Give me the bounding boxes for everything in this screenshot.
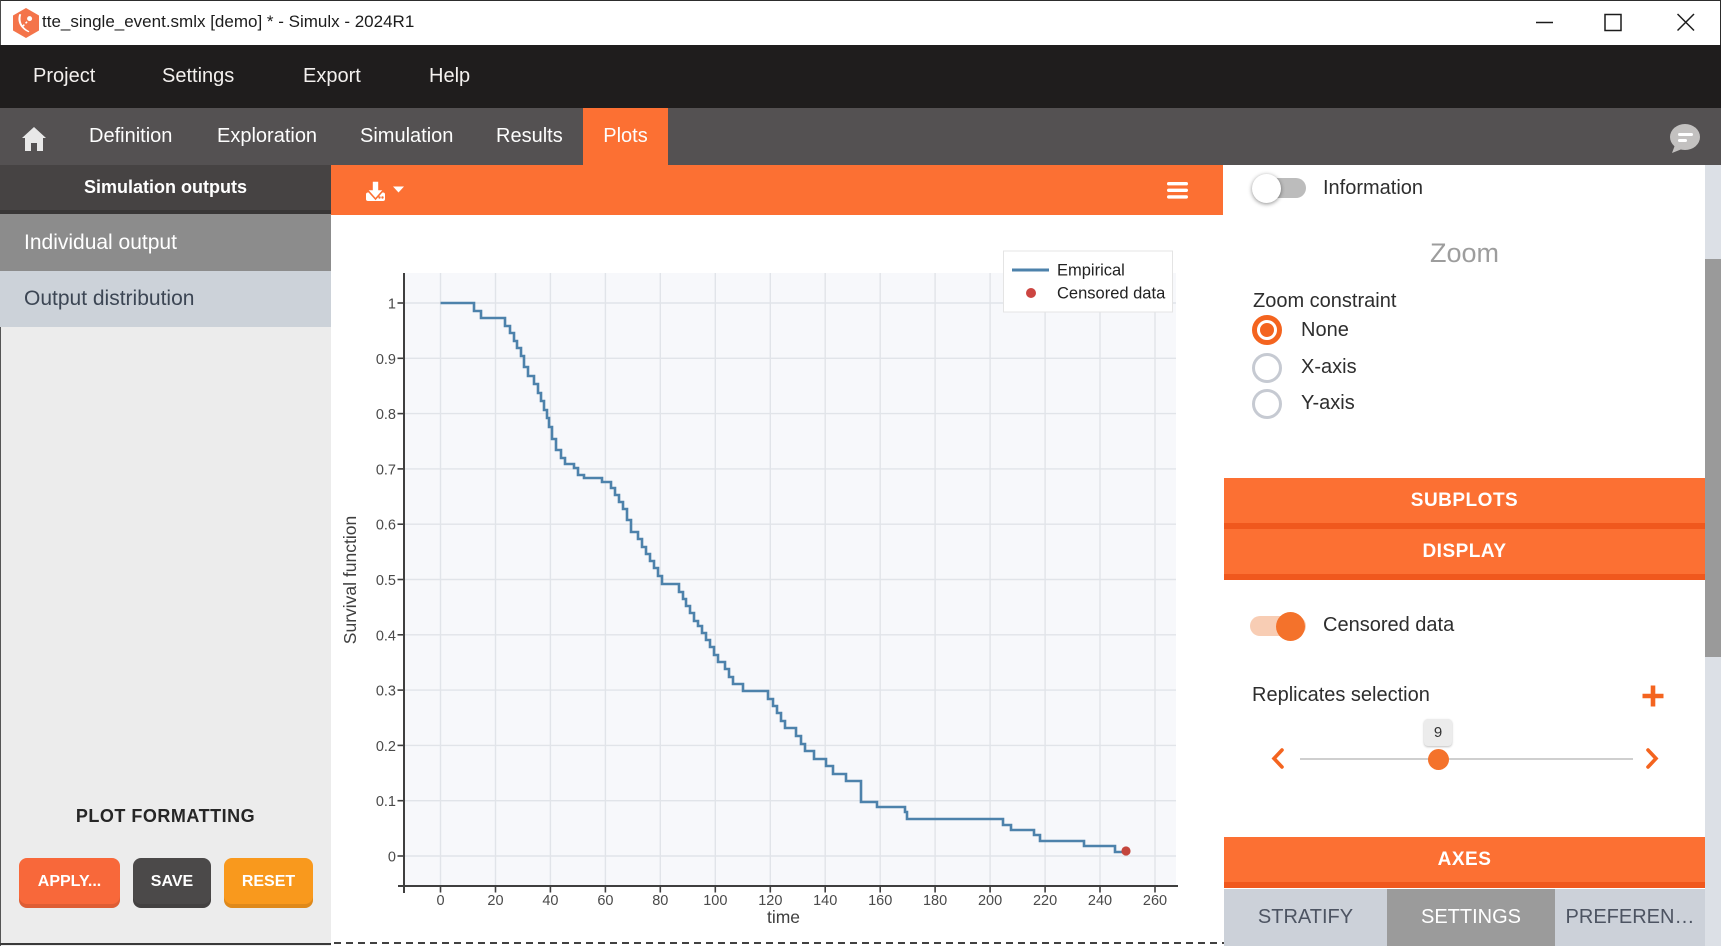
svg-text:220: 220 bbox=[1033, 893, 1057, 909]
svg-text:200: 200 bbox=[978, 893, 1002, 909]
svg-text:Survival function: Survival function bbox=[340, 516, 360, 644]
svg-text:60: 60 bbox=[597, 893, 613, 909]
svg-text:20: 20 bbox=[487, 893, 503, 909]
svg-text:0.1: 0.1 bbox=[376, 794, 396, 810]
svg-text:0.7: 0.7 bbox=[376, 462, 396, 478]
svg-text:0.6: 0.6 bbox=[376, 518, 396, 534]
svg-text:0.8: 0.8 bbox=[376, 407, 396, 423]
svg-text:40: 40 bbox=[542, 893, 558, 909]
svg-text:0: 0 bbox=[436, 893, 444, 909]
svg-text:100: 100 bbox=[703, 893, 727, 909]
svg-text:Censored data: Censored data bbox=[1057, 285, 1166, 303]
svg-text:0: 0 bbox=[388, 850, 396, 866]
svg-text:120: 120 bbox=[758, 893, 782, 909]
svg-text:time: time bbox=[767, 907, 800, 927]
svg-text:0.3: 0.3 bbox=[376, 684, 396, 700]
svg-text:0.4: 0.4 bbox=[376, 628, 396, 644]
svg-text:Empirical: Empirical bbox=[1057, 262, 1125, 280]
svg-text:240: 240 bbox=[1088, 893, 1112, 909]
svg-text:140: 140 bbox=[813, 893, 837, 909]
svg-text:0.5: 0.5 bbox=[376, 573, 396, 589]
svg-text:180: 180 bbox=[923, 893, 947, 909]
svg-text:160: 160 bbox=[868, 893, 892, 909]
svg-text:1: 1 bbox=[388, 297, 396, 313]
svg-text:0.2: 0.2 bbox=[376, 739, 396, 755]
svg-text:80: 80 bbox=[652, 893, 668, 909]
svg-text:260: 260 bbox=[1143, 893, 1167, 909]
svg-text:0.9: 0.9 bbox=[376, 352, 396, 368]
